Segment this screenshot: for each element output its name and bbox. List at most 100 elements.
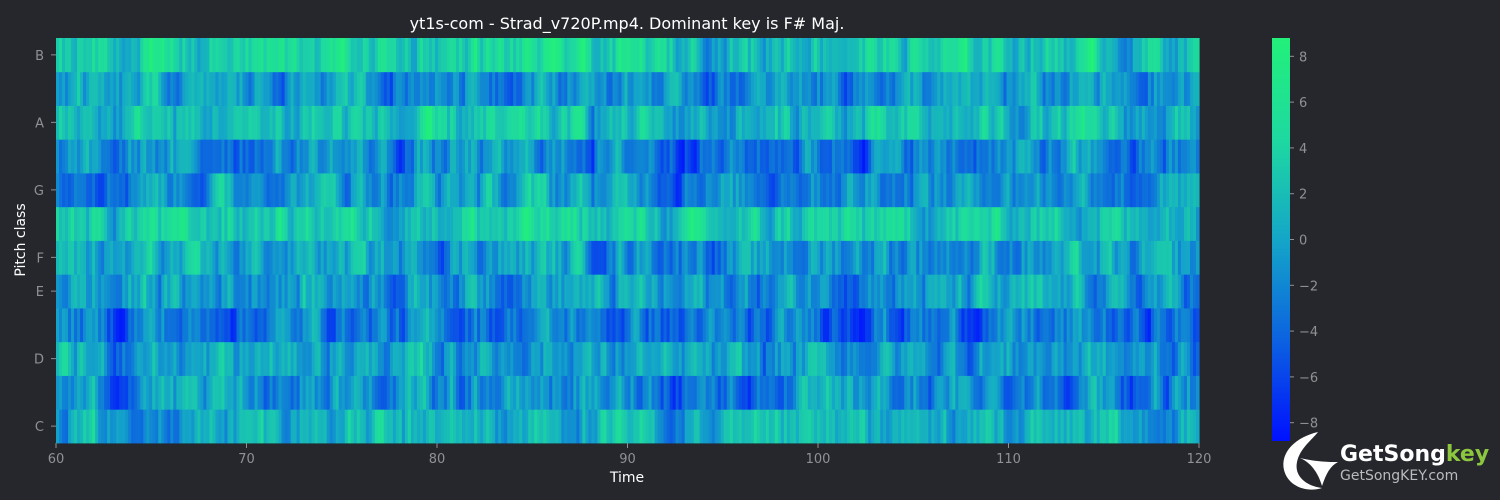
heatmap-cell <box>266 341 271 376</box>
heatmap-cell <box>1108 139 1113 174</box>
heatmap-cell <box>684 38 689 73</box>
heatmap-cell <box>847 71 851 106</box>
heatmap-cell <box>1042 308 1047 343</box>
heatmap-cell <box>865 341 869 376</box>
heatmap-cell <box>696 240 701 275</box>
heatmap-cell <box>350 206 355 241</box>
heatmap-cell <box>1195 375 1200 410</box>
heatmap-cell <box>663 240 668 275</box>
heatmap-cell <box>804 71 809 106</box>
heatmap-cell <box>1087 409 1092 444</box>
heatmap-cell <box>1150 409 1155 444</box>
heatmap-cell <box>750 308 755 343</box>
heatmap-cell <box>630 105 635 140</box>
heatmap-cell <box>1051 341 1056 376</box>
heatmap-cell <box>561 375 565 410</box>
heatmap-cell <box>973 341 978 376</box>
heatmap-cell <box>829 173 833 208</box>
heatmap-cell <box>374 409 379 444</box>
heatmap-cell <box>543 206 547 241</box>
heatmap-cell <box>895 38 899 73</box>
heatmap-cell <box>242 308 247 343</box>
heatmap-cell <box>1087 71 1092 106</box>
heatmap-cell <box>1066 173 1071 208</box>
heatmap-cell <box>389 274 394 309</box>
heatmap-cell <box>639 206 644 241</box>
heatmap-cell <box>540 274 544 309</box>
heatmap-cell <box>347 38 352 73</box>
heatmap-cell <box>1090 240 1095 275</box>
heatmap-cell <box>1075 240 1080 275</box>
heatmap-cell <box>465 375 469 410</box>
heatmap-cell <box>916 409 920 444</box>
heatmap-cell <box>555 308 559 343</box>
heatmap-cell <box>783 375 788 410</box>
heatmap-cell <box>104 240 108 275</box>
heatmap-cell <box>1162 341 1167 376</box>
heatmap-cell <box>961 375 965 410</box>
heatmap-cell <box>116 173 120 208</box>
heatmap-cell <box>1105 71 1110 106</box>
heatmap-cell <box>684 308 689 343</box>
heatmap-cell <box>179 409 183 444</box>
heatmap-cell <box>913 409 917 444</box>
heatmap-cell <box>516 341 520 376</box>
heatmap-cell <box>645 105 650 140</box>
heatmap-cell <box>1033 105 1038 140</box>
heatmap-cell <box>850 308 854 343</box>
heatmap-cell <box>681 38 686 73</box>
heatmap-cell <box>1162 308 1167 343</box>
heatmap-cell <box>239 206 244 241</box>
heatmap-cell <box>991 173 996 208</box>
heatmap-cell <box>158 105 162 140</box>
heatmap-cell <box>904 274 908 309</box>
heatmap-cell <box>86 206 90 241</box>
heatmap-cell <box>471 38 475 73</box>
heatmap-cell <box>275 341 280 376</box>
heatmap-cell <box>77 38 81 73</box>
heatmap-cell <box>958 274 962 309</box>
heatmap-cell <box>347 375 352 410</box>
heatmap-cell <box>645 375 650 410</box>
heatmap-cell <box>543 341 547 376</box>
heatmap-cell <box>678 139 683 174</box>
heatmap-cell <box>302 375 307 410</box>
heatmap-cell <box>104 375 108 410</box>
heatmap-cell <box>1084 105 1089 140</box>
heatmap-cell <box>705 71 710 106</box>
heatmap-cell <box>83 409 87 444</box>
heatmap-cell <box>865 274 869 309</box>
heatmap-cell <box>774 105 779 140</box>
heatmap-cell <box>1165 71 1170 106</box>
heatmap-cell <box>212 274 217 309</box>
heatmap-cell <box>726 139 731 174</box>
heatmap-cell <box>1036 409 1041 444</box>
heatmap-cell <box>362 375 367 410</box>
heatmap-cell <box>820 105 824 140</box>
heatmap-cell <box>759 173 764 208</box>
heatmap-cell <box>726 409 731 444</box>
heatmap-cell <box>1138 375 1143 410</box>
heatmap-cell <box>868 240 872 275</box>
heatmap-cell <box>504 240 508 275</box>
heatmap-cell <box>612 274 617 309</box>
heatmap-cell <box>519 375 523 410</box>
heatmap-cell <box>801 409 806 444</box>
heatmap-cell <box>546 341 550 376</box>
heatmap-cell <box>410 173 415 208</box>
heatmap-cell <box>59 105 63 140</box>
heatmap-cell <box>813 341 818 376</box>
heatmap-cell <box>1174 240 1179 275</box>
heatmap-cell <box>359 375 364 410</box>
heatmap-cell <box>422 341 427 376</box>
heatmap-cell <box>765 38 770 73</box>
heatmap-cell <box>453 409 457 444</box>
heatmap-cell <box>540 341 544 376</box>
heatmap-cell <box>528 409 532 444</box>
heatmap-cell <box>567 105 571 140</box>
heatmap-cell <box>798 173 803 208</box>
heatmap-cell <box>928 308 932 343</box>
heatmap-cell <box>1003 274 1008 309</box>
heatmap-cell <box>880 206 884 241</box>
heatmap-cell <box>880 341 884 376</box>
